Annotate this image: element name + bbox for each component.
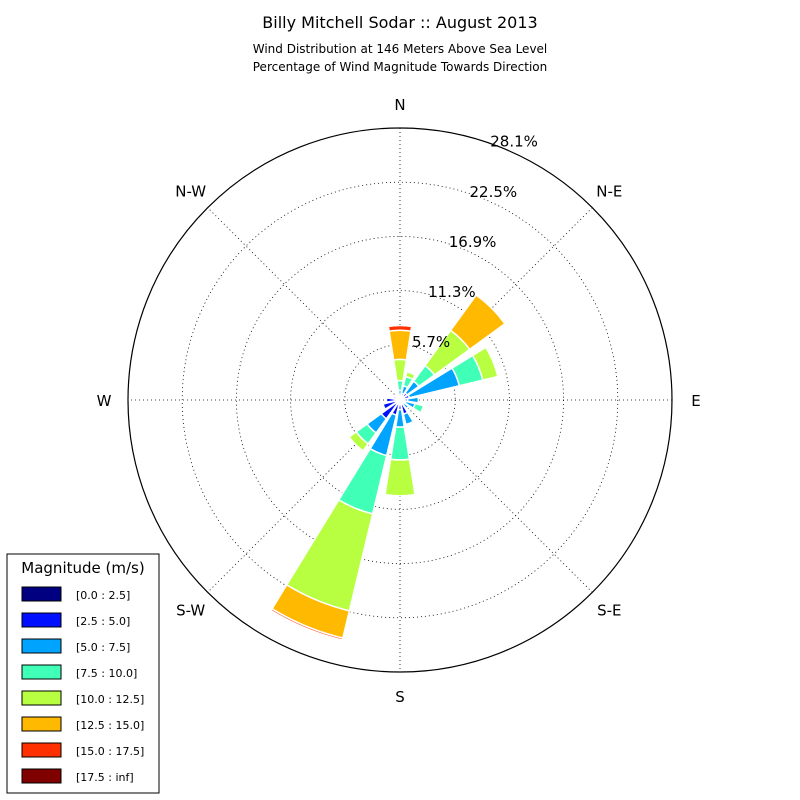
direction-label-s-e: S-E: [597, 601, 621, 619]
legend-swatch-7: [21, 768, 62, 784]
legend-label-5: [12.5 : 15.0]: [76, 719, 144, 732]
bar-sector-5-bin-3: [412, 402, 425, 414]
legend-items: [0.0 : 2.5] [2.5 : 5.0] [5.0 : 7.5] [7.5 : …: [21, 586, 144, 784]
legend-label-0: [0.0 : 2.5]: [76, 589, 130, 602]
direction-label-n-e: N-E: [596, 183, 622, 201]
bar-sector-0-bin-5: [388, 329, 412, 361]
outer-ring: [127, 127, 673, 673]
chart-title: Billy Mitchell Sodar :: August 2013: [262, 13, 537, 32]
grid-ring-4: [181, 181, 619, 619]
legend: Magnitude (m/s) [0.0 : 2.5] [2.5 : 5.0] [5…: [6, 553, 160, 794]
direction-label-n-w: N-W: [175, 183, 206, 201]
legend-swatch-0: [21, 586, 62, 602]
direction-label-s: S: [395, 688, 405, 706]
grid-ring-2: [290, 290, 510, 510]
bar-sector-0-bin-6: [387, 324, 413, 333]
direction-label-w: W: [97, 392, 112, 410]
wind-bars: [269, 294, 506, 641]
legend-swatch-5: [21, 716, 62, 732]
bar-sector-10-bin-4: [348, 430, 370, 452]
bar-sector-0-bin-4: [392, 358, 408, 382]
legend-swatch-2: [21, 638, 62, 654]
direction-label-s-w: S-W: [176, 601, 205, 619]
legend-label-1: [2.5 : 5.0]: [76, 615, 130, 628]
bar-sector-8-bin-4: [384, 458, 416, 497]
radial-tick-label-3: 16.9%: [449, 233, 497, 251]
radial-tick-label-2: 11.3%: [428, 283, 476, 301]
bar-sector-7-bin-2: [402, 411, 415, 426]
radial-tick-label-5: 28.1%: [490, 133, 538, 151]
legend-swatch-6: [21, 742, 62, 758]
direction-label-n: N: [394, 96, 405, 114]
legend-label-6: [15.0 : 17.5]: [76, 745, 144, 758]
radial-tick-labels: 5.7% 11.3% 16.9% 22.5% 28.1%: [412, 133, 538, 351]
bar-sector-2-bin-5: [449, 294, 506, 351]
bar-sector-6-bin-2: [401, 401, 410, 410]
legend-swatch-4: [21, 690, 62, 706]
chart-subtitle-line-2: Percentage of Wind Magnitude Towards Dir…: [253, 60, 547, 74]
direction-label-e: E: [691, 392, 700, 410]
legend-title: Magnitude (m/s): [21, 559, 144, 577]
bar-sector-3-bin-4: [471, 346, 499, 382]
bar-sector-4-bin-2: [406, 396, 420, 404]
legend-label-7: [17.5 : inf]: [76, 771, 134, 784]
legend-swatch-1: [21, 612, 62, 628]
legend-label-3: [7.5 : 10.0]: [76, 667, 137, 680]
direction-labels: N N-E E S-E S S-W W N-W: [97, 96, 701, 706]
radial-tick-label-1: 5.7%: [412, 333, 450, 351]
chart-subtitle-line-1: Wind Distribution at 146 Meters Above Se…: [253, 42, 548, 56]
bar-sector-8-bin-3: [389, 425, 411, 461]
radial-tick-label-4: 22.5%: [470, 183, 518, 201]
bar-sector-15-bin-1: [397, 396, 401, 401]
legend-label-4: [10.0 : 12.5]: [76, 693, 144, 706]
bar-sector-1-bin-4: [404, 370, 417, 381]
legend-label-2: [5.0 : 7.5]: [76, 641, 130, 654]
bar-sector-9-bin-6: [269, 607, 344, 641]
legend-swatch-3: [21, 664, 62, 680]
